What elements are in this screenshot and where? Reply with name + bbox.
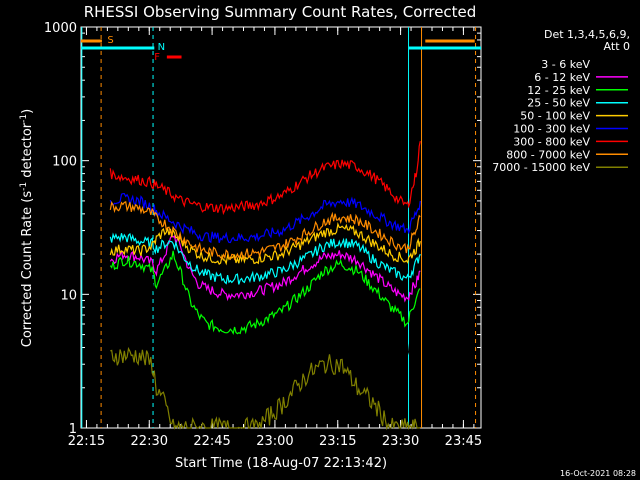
- series-line-4: [109, 221, 421, 266]
- series-line-6: [109, 140, 421, 216]
- y-axis-label-text: Corrected Count Rate (s-1 detector-1): [19, 109, 35, 347]
- annotation-n: N: [158, 42, 165, 53]
- series-line-3: [109, 232, 421, 285]
- series-line-7: [109, 200, 421, 261]
- y-tick-label: 10: [60, 288, 77, 303]
- footer-timestamp: 16-Oct-2021 08:28: [560, 469, 636, 478]
- legend-entry-label: 800 - 7000 keV: [506, 148, 590, 161]
- x-tick-label: 23:15: [319, 434, 356, 449]
- x-tick-label: 22:15: [68, 434, 105, 449]
- y-axis-label-part: Corrected Count Rate (s: [20, 191, 35, 348]
- series-line-8: [110, 346, 421, 431]
- annotation-f: F: [154, 52, 160, 63]
- series-line-5: [109, 192, 421, 244]
- y-axis-label-part: -1: [19, 114, 29, 123]
- legend-entry-label: 6 - 12 keV: [534, 71, 590, 84]
- legend-entry-label: 25 - 50 keV: [527, 97, 590, 110]
- y-axis-label-part: ): [20, 109, 35, 114]
- x-tick-label: 23:30: [382, 434, 419, 449]
- legend-header: Det 1,3,4,5,6,9,: [544, 28, 630, 41]
- series-line-0: [109, 230, 421, 357]
- plot-frame: [80, 26, 482, 429]
- legend-entry-label: 300 - 800 keV: [513, 135, 590, 148]
- legend-entry-label: 7000 - 15000 keV: [492, 161, 590, 174]
- y-axis-label-part: -1: [19, 182, 29, 191]
- y-tick-label: 100: [52, 155, 77, 170]
- y-axis-label: Corrected Count Rate (s-1 detector-1): [19, 109, 35, 347]
- series-line-2: [109, 250, 421, 336]
- x-tick-label: 22:45: [193, 434, 230, 449]
- x-tick-label: 23:00: [256, 434, 293, 449]
- x-tick-label: 23:45: [445, 434, 482, 449]
- x-tick-label: 22:30: [131, 434, 168, 449]
- series-line-1: [109, 234, 421, 303]
- y-axis-label-part: detector: [20, 122, 35, 182]
- legend-entry-label: 3 - 6 keV: [541, 58, 590, 71]
- chart-title: RHESSI Observing Summary Count Rates, Co…: [84, 3, 477, 21]
- y-tick-label: 1: [69, 422, 77, 437]
- x-axis-label: Start Time (18-Aug-07 22:13:42): [175, 456, 387, 471]
- legend-entry-label: 50 - 100 keV: [520, 110, 590, 123]
- plot-area: 1 10 100 1000 22:15 22:30 22:45 23:00 23:15 23:30…: [44, 21, 482, 449]
- legend-header: Att 0: [604, 40, 630, 53]
- y-tick-label: 1000: [44, 21, 77, 36]
- legend-entry-label: 100 - 300 keV: [513, 123, 590, 136]
- legend-entry-label: 12 - 25 keV: [527, 84, 590, 97]
- annotation-s: S: [107, 35, 113, 46]
